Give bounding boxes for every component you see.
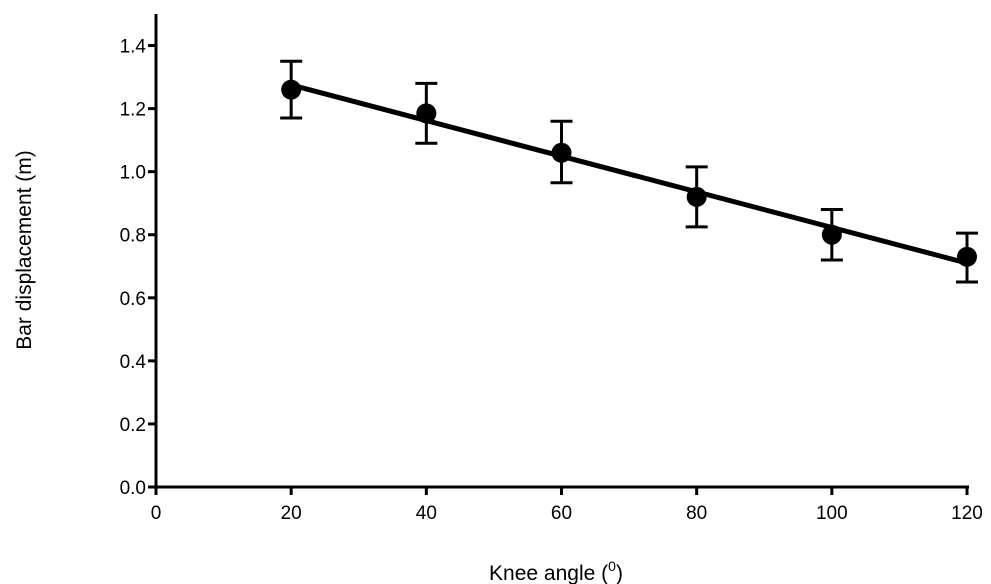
x-tick-label: 60 <box>551 503 572 524</box>
x-tick-label: 120 <box>951 503 983 524</box>
y-axis-title: Bar displacement (m) <box>13 150 36 350</box>
x-tick-label: 0 <box>151 503 162 524</box>
x-tick-label: 20 <box>281 503 302 524</box>
data-point <box>821 224 842 245</box>
y-tick-label: 1.4 <box>120 37 147 58</box>
x-tick-label: 80 <box>686 503 707 524</box>
x-tick-label: 100 <box>816 503 848 524</box>
data-point <box>551 142 572 163</box>
y-tick-label: 1.2 <box>120 100 146 121</box>
y-tick-label: 1.0 <box>120 163 146 184</box>
y-tick-label: 0.4 <box>120 352 147 373</box>
data-points <box>281 79 977 267</box>
y-tick-label: 0.8 <box>120 226 146 247</box>
y-tick-label: 0.0 <box>120 478 146 499</box>
x-axis-title-superscript: 0 <box>608 558 616 574</box>
x-axis-title-main: Knee angle ( <box>489 562 608 584</box>
x-axis-title-suffix: ) <box>616 562 623 584</box>
data-point <box>957 246 977 267</box>
y-tick-label: 0.2 <box>120 415 146 436</box>
fit-line <box>290 82 968 266</box>
y-tick-label: 0.6 <box>120 289 146 310</box>
x-ticks: 0 20 40 60 80 100 120 <box>151 487 983 524</box>
data-point <box>281 79 302 100</box>
data-point <box>686 186 707 207</box>
axes <box>154 14 969 489</box>
data-point <box>416 103 437 124</box>
y-ticks: 0.0 0.2 0.4 0.6 0.8 1.0 1.2 1.4 <box>120 37 156 499</box>
fit-line-group <box>290 82 968 266</box>
x-axis-title: Knee angle (0) <box>489 558 623 584</box>
x-tick-label: 40 <box>416 503 437 524</box>
